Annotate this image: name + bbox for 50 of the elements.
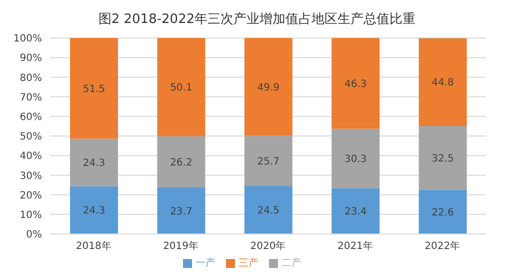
y-tick-label: 0% [26, 230, 42, 241]
x-tick-label: 2018年 [76, 240, 112, 252]
data-label: 24.3 [82, 158, 106, 170]
y-tick-label: 100% [13, 34, 42, 45]
data-label: 23.7 [170, 206, 192, 218]
y-tick-label: 30% [20, 170, 42, 182]
data-label: 26.2 [170, 157, 192, 168]
y-tick-label: 60% [20, 112, 42, 123]
x-tick-label: 2021年 [337, 240, 373, 252]
bar [418, 190, 467, 234]
data-label: 32.5 [432, 153, 454, 164]
y-tick-label: 70% [20, 92, 42, 104]
bar [332, 38, 380, 129]
data-label: 30.3 [344, 154, 367, 165]
y-tick-label: 50% [20, 132, 42, 143]
bar [70, 38, 118, 139]
legend-label: 一产 [196, 258, 216, 269]
data-label: 51.5 [82, 84, 106, 95]
bar [418, 126, 467, 190]
bar [244, 136, 292, 186]
bar [244, 38, 292, 136]
bar [157, 38, 206, 136]
chart-title: 图2 2018-2022年三次产业增加值占地区生产总值比重 [97, 11, 417, 29]
bar [332, 188, 380, 234]
y-tick-label: 20% [20, 190, 42, 202]
bar [418, 38, 467, 126]
legend-label: 二产 [282, 258, 302, 269]
data-label: 46.3 [344, 78, 367, 90]
x-tick-label: 2020年 [250, 240, 286, 252]
y-tick-label: 40% [20, 151, 42, 162]
bar [70, 138, 118, 186]
data-label: 24.5 [257, 206, 280, 217]
data-label: 23.4 [344, 206, 367, 218]
y-tick-label: 90% [20, 53, 42, 64]
data-label: 44.8 [432, 78, 454, 89]
x-tick-label: 2019年 [163, 240, 199, 252]
bar [157, 188, 206, 234]
data-label: 50.1 [170, 82, 192, 94]
y-tick-label: 80% [20, 72, 42, 84]
bar [157, 136, 206, 188]
y-tick-label: 10% [20, 210, 42, 221]
bar [70, 186, 118, 234]
data-label: 24.3 [82, 206, 106, 217]
x-tick-label: 2022年 [424, 240, 460, 252]
data-label: 25.7 [257, 156, 280, 168]
data-label: 49.9 [257, 82, 280, 94]
legend-label: 三产 [238, 258, 258, 269]
data-label: 22.6 [432, 207, 454, 218]
bar [244, 186, 292, 234]
bar [332, 128, 380, 188]
